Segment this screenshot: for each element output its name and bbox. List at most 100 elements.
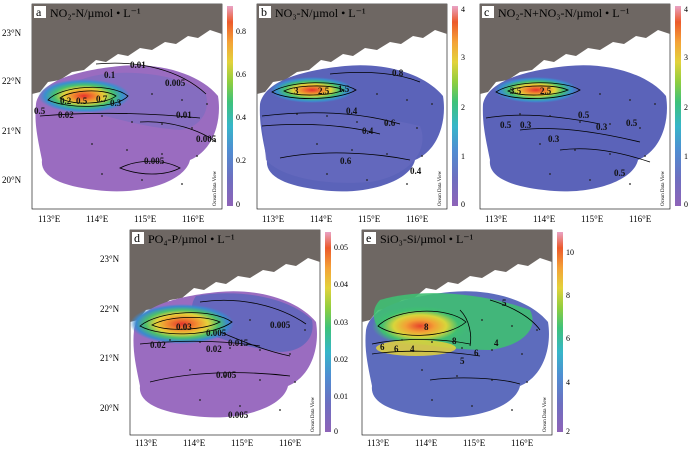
station-dot: [131, 121, 133, 123]
station-dot: [536, 329, 538, 331]
panel-b-low-zone: [262, 113, 423, 183]
panel-e-colorbar-tick: 2: [566, 427, 570, 436]
panel-d-colorbar-tick: 0.05: [334, 243, 348, 252]
station-dot: [589, 179, 591, 181]
panel-d-lat-tick: 20°N: [100, 403, 120, 413]
station-dot: [279, 409, 281, 411]
panel-d-contour-label: 0.005: [206, 328, 227, 338]
panel-a-lat-tick: 20°N: [2, 175, 22, 185]
panel-b-colorbar-tick: 1: [461, 152, 465, 161]
station-dot: [629, 183, 631, 185]
panel-b-colorbar-tick: 2: [461, 103, 465, 112]
station-dot: [304, 329, 306, 331]
panel-d-watermark: Ocean Data View: [311, 396, 316, 432]
panel-b-contour-label: 0.4: [410, 166, 422, 176]
panel-a-contour-label: 0.7: [96, 94, 108, 104]
panel-d-letter: d: [134, 231, 140, 245]
panel-e-lon-tick: 115°E: [463, 438, 486, 448]
station-dot: [481, 319, 483, 321]
panel-a-colorbar-tick: 0.2: [236, 156, 246, 165]
panel-d-letter-box: [132, 232, 144, 244]
station-dot: [289, 353, 291, 355]
panel-b-lon-tick: 115°E: [358, 214, 381, 224]
station-dot: [431, 103, 433, 105]
panel-d-lon-tick: 114°E: [183, 438, 206, 448]
panel-a-lat-tick: 23°N: [2, 28, 22, 38]
panel-d-lat-tick: 23°N: [100, 254, 120, 264]
panel-b-contour-label: 0.4: [362, 126, 374, 136]
station-dot: [259, 349, 261, 351]
station-dot: [101, 115, 103, 117]
panel-d-colorbar-tick: 0.01: [334, 392, 348, 401]
panel-d: 0.03 0.02 0.005 0.005 0.015 0.02 0.005 0…: [100, 229, 348, 448]
station-dot: [101, 173, 103, 175]
panel-a-contour-label: 0.02: [58, 110, 74, 120]
panel-a-contour-label: 0.005: [196, 134, 217, 144]
panel-e-colorbar-tick: 8: [566, 291, 570, 300]
station-dot: [401, 339, 403, 341]
panel-e-colorbar: [557, 232, 563, 432]
panel-d-contour-label: 0.03: [176, 322, 192, 332]
panel-c-contours: [485, 82, 651, 163]
panel-c-lon-tick: 114°E: [533, 214, 556, 224]
panel-d-contour-label: 0.02: [206, 344, 222, 354]
panel-b-contour-label: 0.6: [340, 156, 352, 166]
station-dot: [191, 127, 193, 129]
panel-e-letter: e: [366, 231, 371, 245]
panel-a-contour-label: 0.3: [110, 98, 122, 108]
station-dot: [629, 99, 631, 101]
panel-a-lon-tick: 115°E: [134, 214, 157, 224]
panel-c: 3.5 2.5 0.5 0.3 0.5 0.3 0.5 0.3 0.5 c NO…: [479, 3, 688, 224]
panel-c-contour-label: 0.3: [548, 134, 560, 144]
panel-e-contour-label: 6: [474, 348, 479, 358]
panel-a-contour-label: 0.01: [176, 110, 192, 120]
panel-d-contours: [139, 299, 307, 383]
panel-e-contour-label: 5: [460, 356, 465, 366]
station-dot: [539, 143, 541, 145]
panel-b: 0.8 3 2.5 1.5 0.4 0.4 0.6 0.6 0.4 b NO₃-…: [256, 3, 465, 224]
panel-e: 5 8 8 6 6 4 6 5 4 e SiO₃-Si/µmol • L⁻¹ O…: [361, 229, 574, 448]
panel-c-title: NO₂-N+NO₃-N/µmol • L⁻¹: [498, 6, 630, 20]
station-dot: [654, 103, 656, 105]
panel-a-lat-tick: 21°N: [2, 126, 22, 136]
station-dot: [521, 353, 523, 355]
panel-b-colorbar-tick: 4: [461, 5, 465, 14]
panel-d-contour-label: 0.02: [150, 340, 166, 350]
panel-b-contour-label: 0.6: [384, 118, 396, 128]
panel-b-contour-label: 0.4: [346, 106, 358, 116]
panel-c-colorbar-tick: 0: [684, 200, 688, 209]
panel-e-land: [362, 230, 552, 322]
panel-d-colorbar: [325, 232, 331, 432]
station-dot: [511, 325, 513, 327]
station-dot: [294, 381, 296, 383]
panel-d-title: PO₄-P/µmol • L⁻¹: [148, 232, 235, 246]
station-dot: [169, 339, 171, 341]
station-dot: [224, 375, 226, 377]
station-dot: [151, 93, 153, 95]
station-dot: [456, 375, 458, 377]
station-dot: [549, 115, 551, 117]
panel-d-colorbar-tick: 0.03: [334, 318, 348, 327]
panel-c-lon-tick: 113°E: [485, 214, 508, 224]
station-dot: [491, 349, 493, 351]
panel-b-contour-label: 1.5: [338, 84, 350, 94]
panel-d-mid-zone: [191, 293, 313, 352]
panel-d-contour-label: 0.005: [216, 370, 237, 380]
station-dot: [386, 123, 388, 125]
panel-b-colorbar-tick: 0: [461, 200, 465, 209]
station-dot: [421, 369, 423, 371]
panel-e-contours: [371, 299, 541, 385]
panel-d-contour-label: 0.005: [270, 320, 291, 330]
panel-d-hotspot: [130, 304, 234, 344]
panel-a-colorbar-tick: 0.8: [236, 27, 246, 36]
panel-e-colorbar-tick: 10: [566, 248, 574, 257]
panel-c-contour-label: 0.5: [500, 120, 512, 130]
station-dot: [549, 173, 551, 175]
station-dot: [316, 143, 318, 145]
panel-e-lon-tick: 116°E: [511, 438, 534, 448]
panel-e-contour-label: 8: [452, 336, 457, 346]
station-dot: [639, 127, 641, 129]
panel-a-contours: [39, 62, 217, 175]
panel-c-land: [480, 4, 670, 94]
panel-a-letter-box: [34, 6, 46, 18]
